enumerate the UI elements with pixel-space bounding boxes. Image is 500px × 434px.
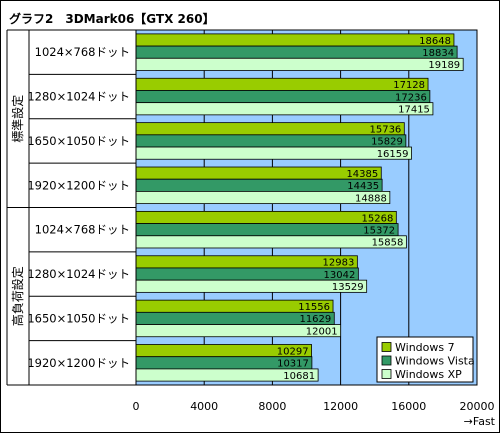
- row-label: 1920×1200ドット: [27, 356, 130, 370]
- x-axis-label: →Fast: [464, 415, 496, 428]
- bar-windows-xp: [135, 102, 434, 116]
- row-label: 1650×1050ドット: [27, 311, 130, 325]
- bar-windows-vista: [135, 134, 407, 148]
- row-label: 1280×1024ドット: [27, 90, 130, 104]
- bar-windows-vista: [135, 90, 431, 104]
- legend-swatch-windows-xp: [381, 369, 392, 379]
- bar-windows-xp: [135, 235, 407, 249]
- x-tick-label: 20000: [460, 400, 495, 413]
- data-label: 16159: [377, 149, 409, 160]
- row-label: 1280×1024ドット: [27, 267, 130, 281]
- chart-title: グラフ2 3DMark06【GTX 260】: [9, 11, 215, 26]
- data-label: 14435: [347, 181, 379, 192]
- x-tick-label: 8000: [258, 400, 286, 413]
- data-label: 11556: [298, 302, 330, 313]
- data-label: 17128: [393, 80, 425, 91]
- data-label: 14888: [355, 193, 387, 204]
- legend-entry: Windows XP: [395, 368, 462, 381]
- data-label: 13529: [332, 282, 364, 293]
- legend-box: [376, 336, 474, 383]
- x-tick-label: 16000: [391, 400, 426, 413]
- data-label: 12983: [323, 258, 355, 269]
- data-label: 10297: [277, 346, 309, 357]
- group-label: 高負荷設定: [10, 266, 25, 326]
- data-label: 15858: [372, 238, 404, 249]
- x-tick-label: 4000: [190, 400, 218, 413]
- plot-border: [135, 29, 478, 386]
- bar-windows-xp: [135, 146, 412, 160]
- bar-windows-vista: [135, 223, 399, 237]
- bar-windows-vista: [135, 178, 383, 192]
- legend-entry: Windows Vista: [395, 355, 475, 368]
- legend-entry: Windows 7: [395, 341, 455, 354]
- data-label: 15829: [371, 137, 403, 148]
- bar-windows-xp: [135, 191, 391, 205]
- data-label: 12001: [306, 326, 338, 337]
- data-label: 18834: [422, 48, 454, 59]
- legend-swatch-windows-vista: [381, 355, 392, 366]
- data-label: 14385: [346, 169, 378, 180]
- legend-swatch-windows-7: [381, 342, 392, 352]
- bar-windows-7: [135, 77, 429, 91]
- data-label: 13042: [324, 270, 356, 281]
- data-label: 10317: [277, 359, 309, 370]
- bar-windows-7: [135, 166, 382, 180]
- data-label: 19189: [428, 60, 460, 71]
- row-label: 1650×1050ドット: [27, 134, 130, 148]
- bar-windows-7: [135, 122, 405, 136]
- x-tick-label: 12000: [323, 400, 358, 413]
- data-label: 11629: [299, 314, 331, 325]
- x-tick-label: 0: [133, 400, 140, 413]
- data-label: 15372: [363, 225, 395, 236]
- row-label: 1024×768ドット: [35, 45, 130, 59]
- group-label: 標準設定: [10, 95, 25, 143]
- bar-windows-7: [135, 33, 455, 47]
- data-label: 17415: [398, 105, 430, 116]
- data-label: 18648: [419, 36, 451, 47]
- data-label: 15268: [362, 213, 394, 224]
- row-label: 1024×768ドット: [35, 223, 130, 237]
- bar-windows-xp: [135, 57, 464, 71]
- data-label: 15736: [369, 125, 401, 136]
- data-label: 17236: [395, 92, 427, 103]
- bar-windows-7: [135, 210, 397, 224]
- bar-windows-vista: [135, 45, 458, 59]
- row-label: 1920×1200ドット: [27, 178, 130, 192]
- data-label: 10681: [283, 371, 315, 382]
